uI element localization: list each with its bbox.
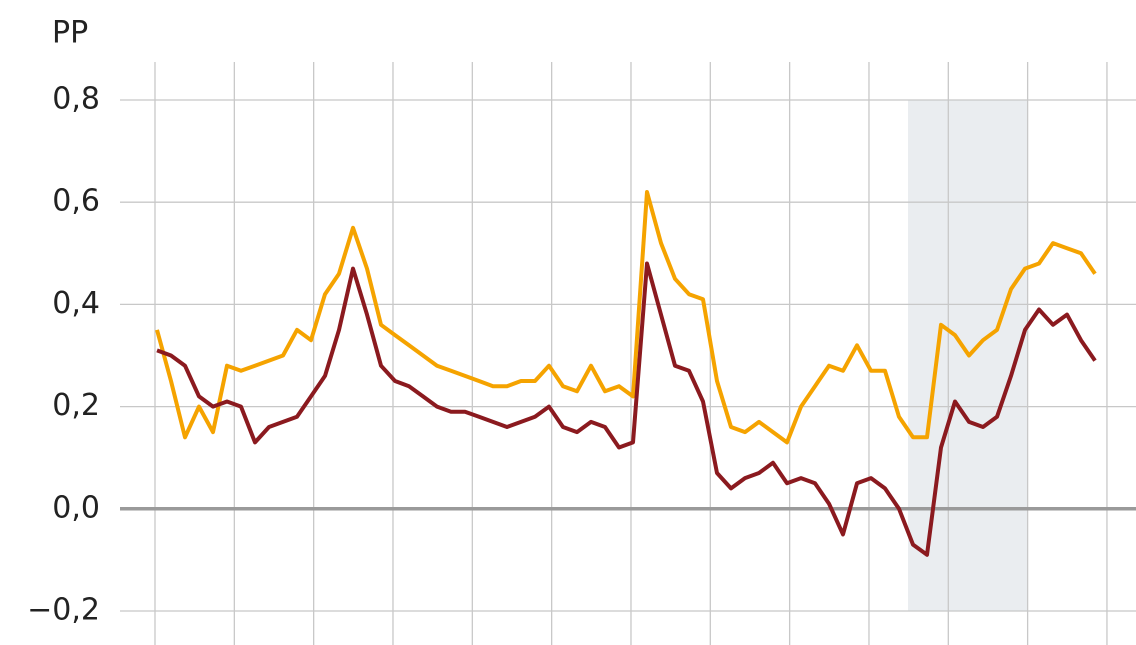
axis-unit: PP (52, 16, 88, 51)
y-tick-label: 0,0 (52, 490, 100, 525)
line-series (155, 190, 1097, 445)
y-tick-label: 0,6 (52, 184, 100, 219)
y-tick-label: 0,4 (52, 286, 100, 321)
y-tick-label: 0,2 (52, 388, 100, 423)
y-tick-label: 0,8 (52, 82, 100, 117)
line-series (156, 261, 1097, 557)
y-tick-label: −0,2 (27, 593, 100, 628)
